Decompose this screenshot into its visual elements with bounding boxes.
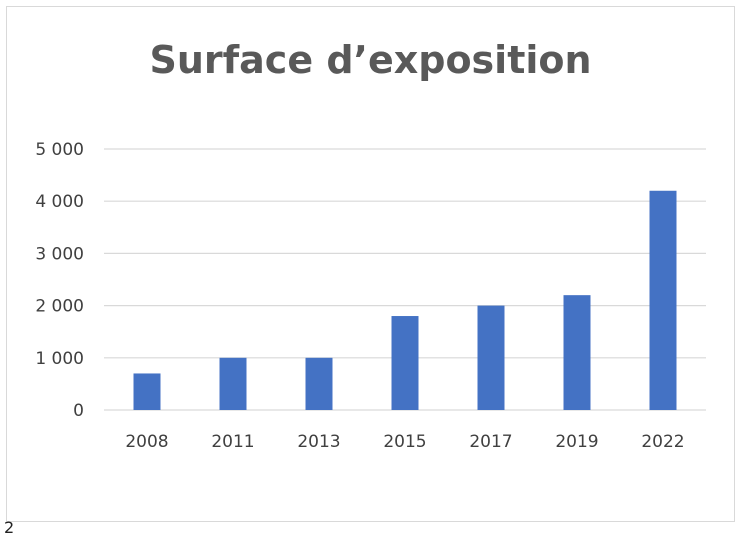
- bars: [133, 190, 677, 410]
- bar-2017: [477, 305, 505, 410]
- y-tick-label: 2 000: [35, 297, 84, 317]
- bar-2015: [391, 316, 419, 410]
- bar-2008: [133, 373, 161, 410]
- y-tick-label: 4 000: [35, 192, 84, 212]
- bar-2013: [305, 357, 333, 410]
- x-tick-label: 2008: [125, 432, 168, 452]
- y-axis-tick-labels: 0 1 000 2 000 3 000 4 000 5 000: [35, 140, 84, 421]
- x-tick-label: 2019: [555, 432, 598, 452]
- x-tick-label: 2011: [211, 432, 254, 452]
- bar-2022: [649, 190, 677, 410]
- bar-2019: [563, 295, 591, 410]
- chart-title: Surface d’exposition: [149, 38, 592, 82]
- y-tick-label: 3 000: [35, 244, 84, 264]
- x-tick-label: 2022: [641, 432, 684, 452]
- y-tick-label: 0: [73, 401, 84, 421]
- chart-frame: [6, 6, 735, 522]
- y-tick-label: 1 000: [35, 349, 84, 369]
- y-tick-label: 5 000: [35, 140, 84, 160]
- page-number: 2: [4, 518, 15, 537]
- bar-2011: [219, 357, 247, 410]
- x-axis-tick-labels: 2008 2011 2013 2015 2017 2019 2022: [125, 432, 684, 452]
- x-tick-label: 2015: [383, 432, 426, 452]
- x-tick-label: 2017: [469, 432, 512, 452]
- x-tick-label: 2013: [297, 432, 340, 452]
